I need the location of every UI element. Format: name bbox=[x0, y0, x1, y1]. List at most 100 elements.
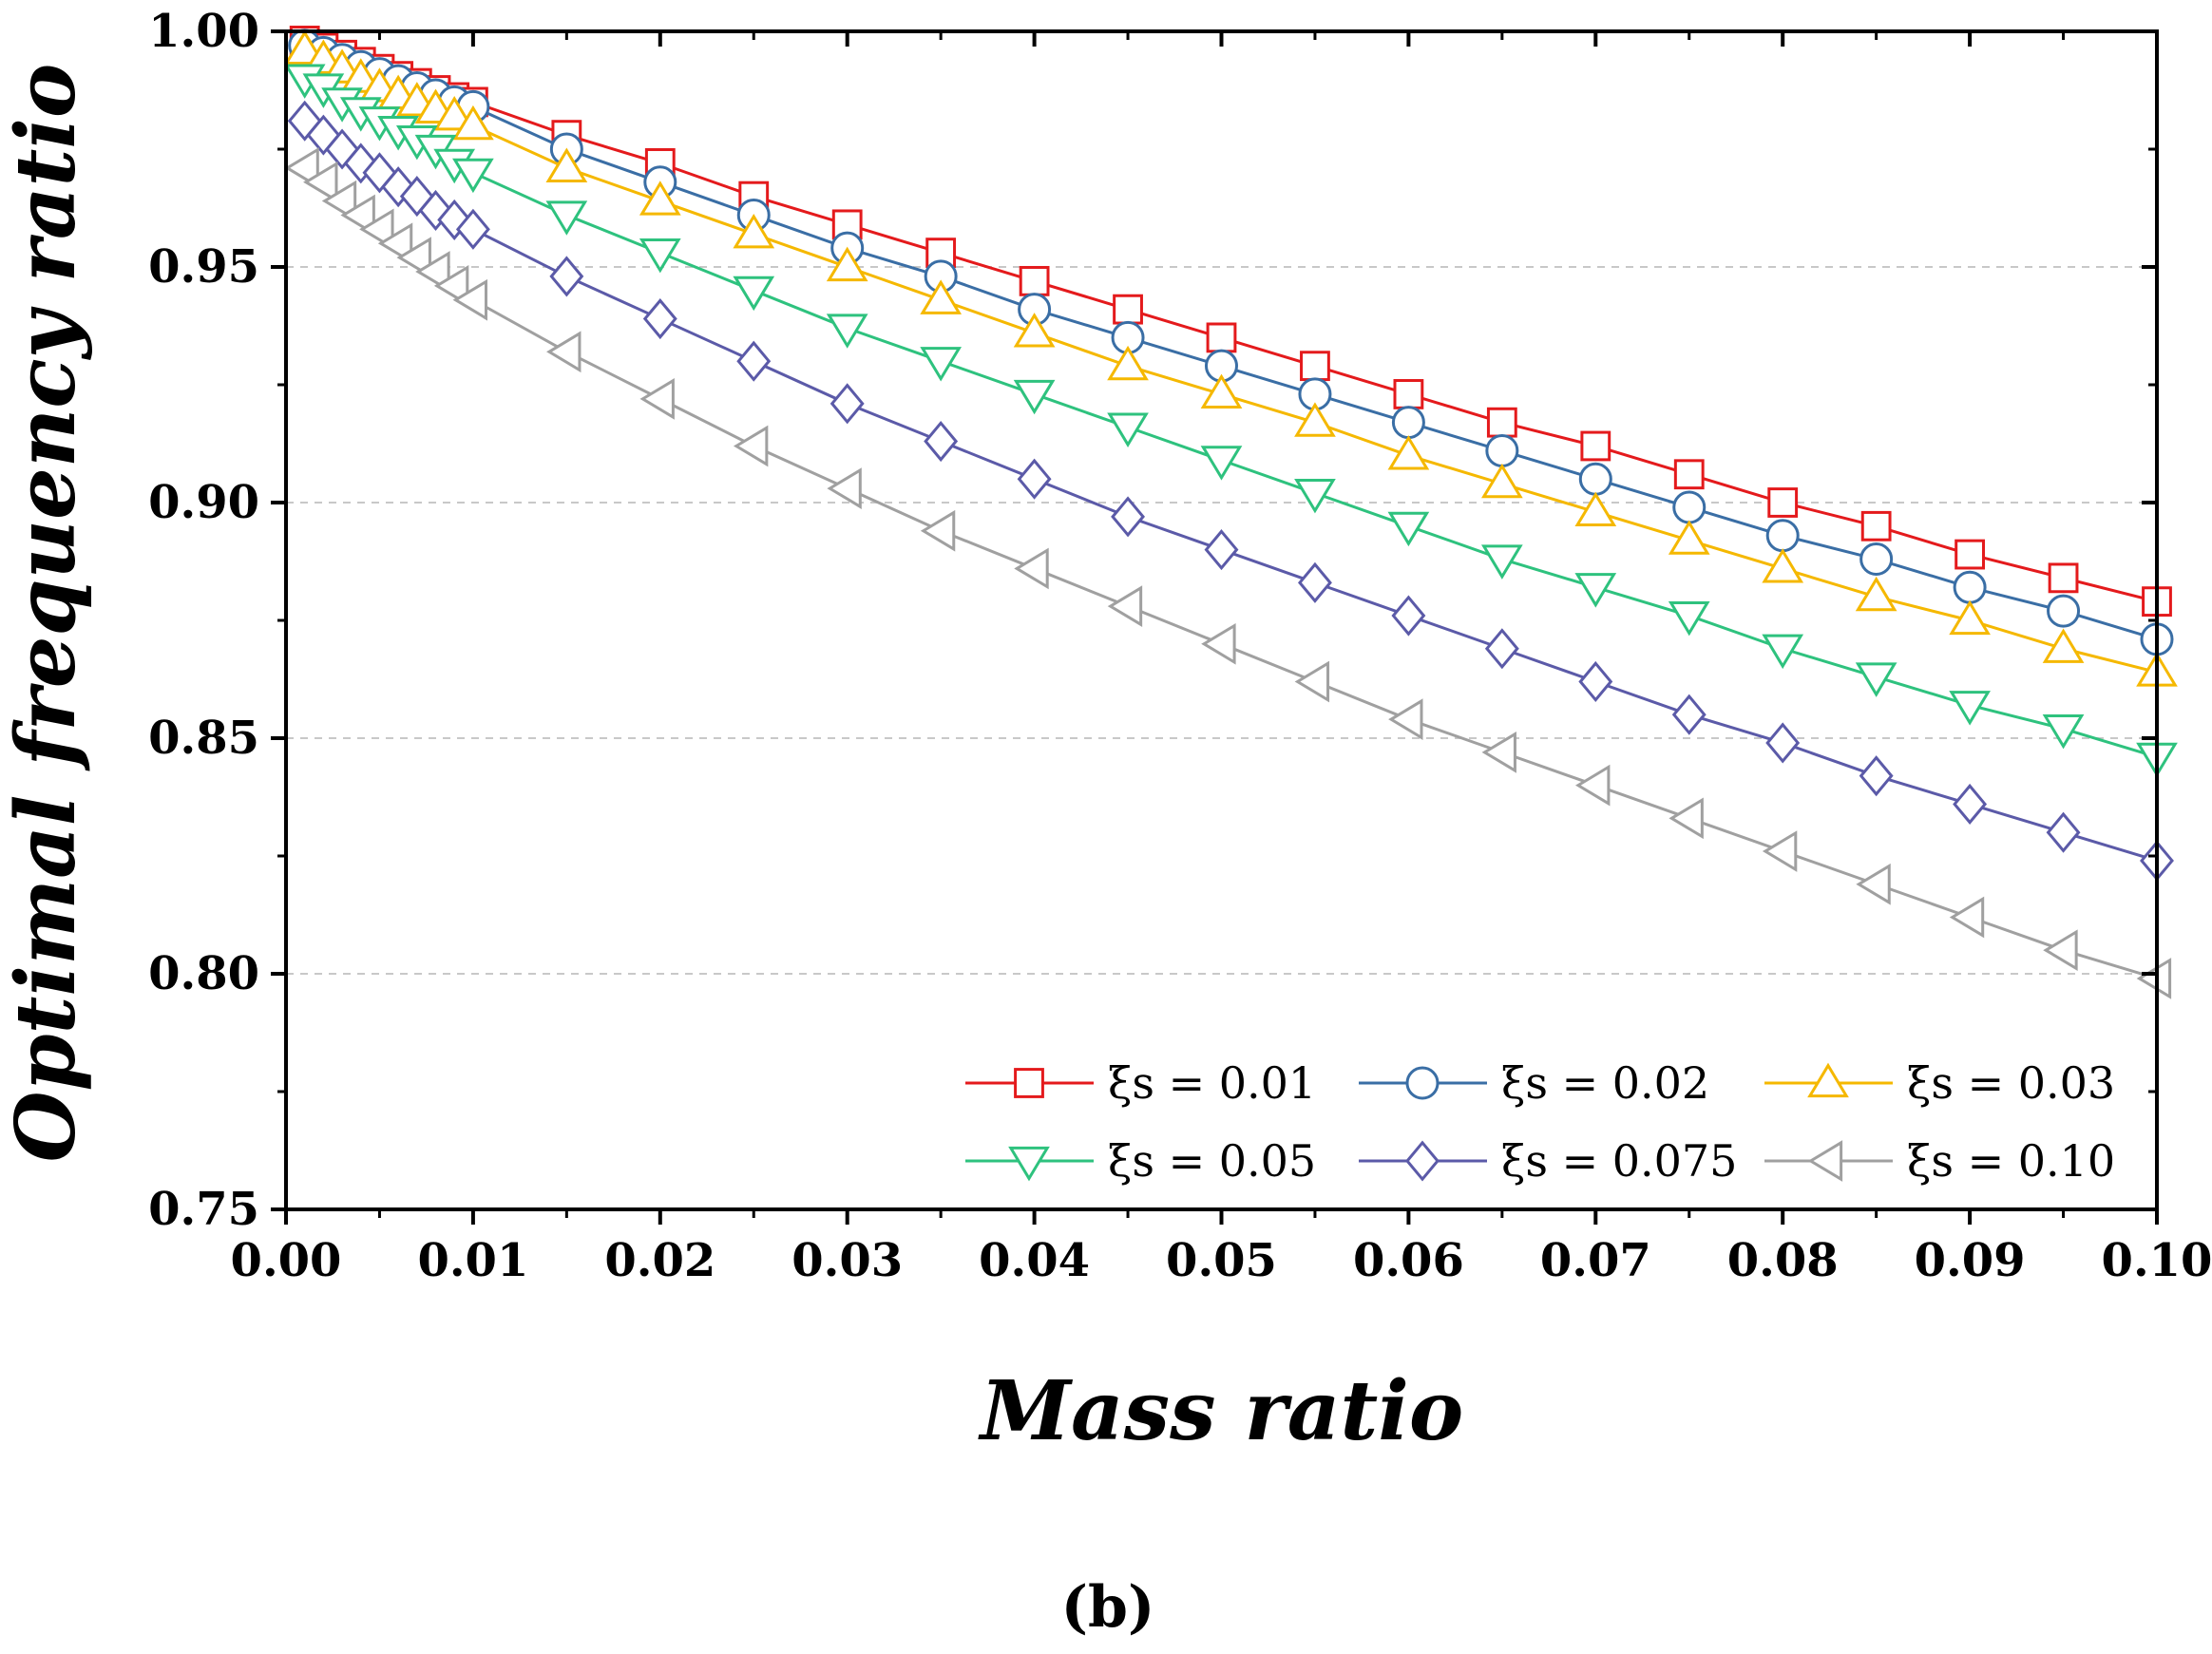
marker-diamond bbox=[1484, 628, 1519, 670]
marker-triangle-down bbox=[1294, 478, 1336, 514]
marker-diamond bbox=[1391, 595, 1426, 637]
marker-triangle-up bbox=[1481, 463, 1523, 499]
marker-triangle-left bbox=[284, 146, 319, 189]
panel-label: (b) bbox=[1061, 1574, 1155, 1641]
marker-triangle-left bbox=[1014, 547, 1049, 590]
legend-label: ξs = 0.02 bbox=[1501, 1057, 1709, 1109]
series-group bbox=[283, 64, 2178, 778]
x-tick-label: 0.06 bbox=[1353, 1234, 1464, 1287]
marker-circle bbox=[1859, 542, 1894, 577]
marker-circle bbox=[2047, 594, 2081, 628]
marker-square bbox=[1206, 322, 1237, 353]
x-tick-label: 0.05 bbox=[1166, 1234, 1277, 1287]
legend-label: ξs = 0.01 bbox=[1108, 1057, 1316, 1109]
marker-diamond bbox=[1765, 722, 1801, 764]
y-tick-label: 1.00 bbox=[148, 5, 259, 58]
x-tick-label: 0.04 bbox=[979, 1234, 1090, 1287]
marker-triangle-left bbox=[433, 264, 469, 307]
marker-square bbox=[1019, 265, 1050, 296]
y-gridlines bbox=[286, 266, 2157, 975]
marker-triangle-up bbox=[733, 213, 775, 249]
marker-circle bbox=[1391, 406, 1425, 440]
series-group bbox=[283, 29, 2178, 687]
marker-triangle-left bbox=[920, 509, 956, 552]
series-group bbox=[287, 100, 2174, 882]
marker-triangle-left bbox=[827, 467, 862, 509]
legend: ξs = 0.01 ξs = 0.02 ξs = 0.03 ξs = 0.05 ξs =… bbox=[965, 1057, 2115, 1187]
y-tick-label: 0.95 bbox=[148, 240, 259, 294]
series-layer bbox=[283, 26, 2178, 999]
marker-triangle-left bbox=[1669, 797, 1704, 840]
y-tick-label: 0.75 bbox=[148, 1183, 259, 1236]
marker-triangle-up bbox=[2042, 628, 2085, 663]
y-tick-label: 0.85 bbox=[148, 712, 259, 765]
y-axis-title: Optimal frequency ratio bbox=[0, 64, 94, 1163]
marker-circle bbox=[1405, 1066, 1440, 1100]
marker-square bbox=[1580, 430, 1611, 462]
marker-circle bbox=[1485, 433, 1519, 467]
series-group bbox=[289, 26, 2172, 618]
marker-triangle-left bbox=[546, 331, 582, 373]
marker-triangle-down bbox=[1387, 511, 1430, 547]
marker-triangle-down bbox=[826, 314, 868, 349]
marker-triangle-up bbox=[1200, 373, 1243, 409]
legend-item: ξs = 0.03 bbox=[1764, 1057, 2115, 1109]
marker-triangle-up bbox=[1949, 599, 1991, 636]
y-tick-label: 0.80 bbox=[148, 947, 259, 1000]
marker-circle bbox=[1578, 462, 1612, 496]
marker-circle bbox=[1672, 490, 1707, 524]
marker-triangle-left bbox=[1807, 1140, 1843, 1182]
legend-label: ξs = 0.10 bbox=[1907, 1135, 2115, 1187]
marker-circle bbox=[1765, 519, 1800, 553]
marker-square bbox=[1955, 539, 1985, 570]
marker-triangle-left bbox=[1856, 863, 1891, 905]
x-tick-label: 0.10 bbox=[2102, 1234, 2212, 1287]
marker-triangle-down bbox=[1200, 446, 1243, 481]
marker-triangle-left bbox=[321, 180, 357, 222]
marker-triangle-up bbox=[452, 105, 494, 141]
marker-triangle-down bbox=[1949, 691, 1991, 726]
marker-triangle-left bbox=[377, 222, 413, 265]
marker-square bbox=[1673, 459, 1705, 490]
marker-triangle-up bbox=[545, 147, 588, 182]
marker-diamond bbox=[2046, 811, 2081, 853]
marker-triangle-left bbox=[452, 278, 487, 321]
marker-triangle-up bbox=[1107, 345, 1149, 381]
marker-triangle-left bbox=[396, 237, 431, 278]
marker-triangle-down bbox=[920, 347, 962, 382]
marker-triangle-left bbox=[2136, 958, 2172, 999]
series-line bbox=[303, 120, 2158, 863]
marker-triangle-left bbox=[639, 378, 675, 420]
marker-triangle-down bbox=[639, 238, 681, 274]
marker-circle bbox=[1953, 570, 1987, 604]
marker-diamond bbox=[1405, 1140, 1440, 1182]
marker-diamond bbox=[1111, 496, 1146, 538]
marker-triangle-down bbox=[1013, 379, 1056, 415]
marker-triangle-left bbox=[1294, 660, 1330, 703]
y-tick-label: 0.90 bbox=[148, 476, 259, 529]
series-group bbox=[284, 146, 2172, 999]
x-tick-label: 0.08 bbox=[1727, 1234, 1839, 1287]
marker-triangle-left bbox=[1388, 698, 1423, 741]
marker-diamond bbox=[1017, 458, 1052, 500]
legend-item: ξs = 0.01 bbox=[965, 1057, 1316, 1109]
marker-triangle-up bbox=[826, 246, 868, 282]
x-axis-title: Mass ratio bbox=[978, 1363, 1463, 1459]
marker-diamond bbox=[1953, 783, 1988, 825]
marker-triangle-down bbox=[733, 276, 775, 312]
marker-diamond bbox=[549, 256, 584, 297]
legend-label: ξs = 0.075 bbox=[1501, 1135, 1737, 1187]
y-axis: 0.75 0.80 0.85 0.90 0.95 1.00 bbox=[148, 5, 2157, 1236]
marker-triangle-left bbox=[415, 251, 450, 293]
marker-diamond bbox=[1859, 755, 1894, 797]
marker-square bbox=[1486, 407, 1517, 438]
marker-triangle-left bbox=[340, 194, 375, 237]
marker-square bbox=[2048, 562, 2079, 594]
marker-triangle-left bbox=[1481, 732, 1516, 773]
legend-item: ξs = 0.075 bbox=[1359, 1135, 1737, 1187]
marker-square bbox=[1300, 351, 1330, 382]
marker-square bbox=[1014, 1068, 1044, 1098]
x-tick-label: 0.02 bbox=[604, 1234, 715, 1287]
x-tick-label: 0.03 bbox=[791, 1234, 903, 1287]
